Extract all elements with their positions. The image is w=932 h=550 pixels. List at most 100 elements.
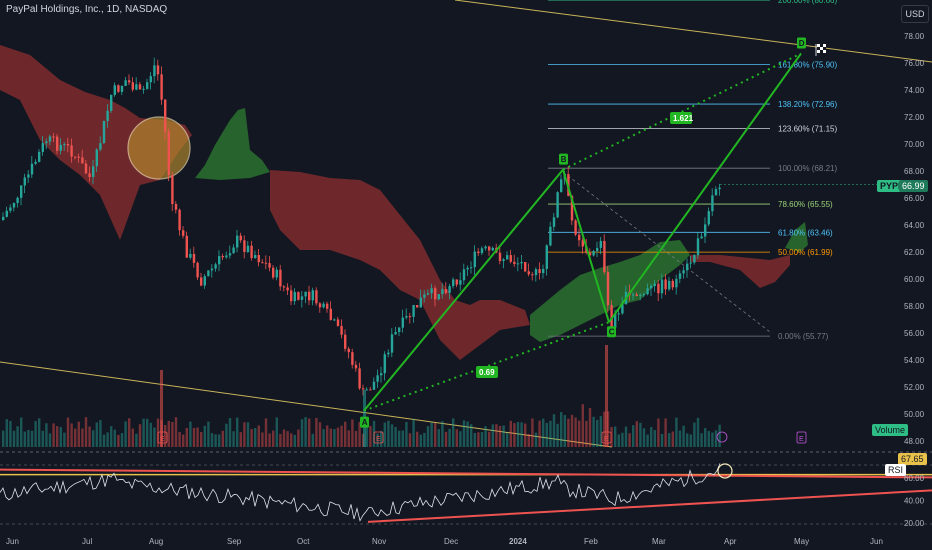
candle <box>369 389 372 391</box>
candle <box>74 156 77 158</box>
volume-bar <box>34 421 37 447</box>
volume-bar <box>9 420 12 447</box>
volume-bar <box>2 430 5 447</box>
volume-bar <box>128 418 131 447</box>
fib-label-2: 138.20% (72.96) <box>778 100 837 109</box>
volume-bar <box>484 426 487 447</box>
volume-bar <box>578 420 581 447</box>
pattern-point-B <box>559 153 568 165</box>
volume-bar <box>95 422 98 447</box>
price-tick-12: 54.00 <box>904 356 925 365</box>
volume-bar <box>585 420 588 447</box>
volume-bar <box>495 424 498 447</box>
volume-bar <box>383 422 386 447</box>
volume-bar <box>650 427 653 447</box>
time-tick-10: Apr <box>724 537 737 546</box>
fib-label-5: 78.60% (65.55) <box>778 200 833 209</box>
candle <box>635 294 638 296</box>
volume-bar <box>77 421 80 447</box>
volume-bar <box>552 414 556 447</box>
candle <box>394 331 397 335</box>
highlight-circle <box>127 116 191 180</box>
candle <box>686 263 689 271</box>
volume-bar <box>549 420 552 447</box>
candle <box>275 269 278 278</box>
candle <box>642 294 646 296</box>
volume-bar <box>711 432 714 447</box>
candle <box>675 278 678 288</box>
volume-bar <box>56 426 59 447</box>
candle <box>311 290 314 301</box>
volume-bar <box>124 421 127 447</box>
fib-label-3: 123.60% (71.15) <box>778 124 837 133</box>
volume-bar <box>477 432 480 447</box>
volume-bar <box>491 424 494 447</box>
candle <box>592 251 595 256</box>
candle <box>200 277 203 286</box>
volume-bar <box>534 432 538 447</box>
candle <box>452 279 455 287</box>
candle <box>599 240 602 248</box>
candle <box>718 187 721 190</box>
candle <box>142 88 145 90</box>
flag-cell <box>820 44 823 47</box>
candle <box>124 80 127 86</box>
pattern-point-A <box>360 416 369 428</box>
candle <box>383 354 386 374</box>
last-price-tag: 66.99 <box>899 180 928 192</box>
candle <box>95 149 98 167</box>
volume-bar <box>509 420 512 447</box>
candle <box>52 136 55 138</box>
candle <box>596 247 599 252</box>
volume-bar <box>376 433 379 447</box>
rsi-support-line <box>367 489 932 523</box>
candle <box>290 290 293 302</box>
volume-bar <box>520 422 523 447</box>
volume-bar <box>423 432 426 447</box>
volume-bar <box>221 430 224 447</box>
candle <box>336 319 340 326</box>
candle <box>333 319 336 321</box>
volume-bar <box>657 418 660 447</box>
candle <box>549 226 552 246</box>
candle <box>448 286 451 293</box>
flag-cell <box>820 47 823 50</box>
volume-bar <box>239 432 242 447</box>
volume-bar <box>293 434 296 447</box>
volume-bar <box>412 419 415 447</box>
earnings-marker-icon <box>796 431 807 444</box>
fib-label-7: 50.00% (61.99) <box>778 248 833 257</box>
candle <box>365 389 368 391</box>
volume-bar <box>261 432 264 447</box>
volume-bar <box>434 423 437 447</box>
volume-bar <box>333 429 336 447</box>
candle <box>714 189 718 196</box>
volume-bar <box>329 428 332 447</box>
candle <box>534 269 538 276</box>
volume-bar <box>567 418 570 447</box>
time-tick-12: Jun <box>870 537 883 546</box>
volume-bar <box>531 418 534 447</box>
volume-bar <box>178 431 181 447</box>
fib-label-0: 200.00% (80.66) <box>778 0 837 5</box>
volume-bar <box>419 434 422 447</box>
volume-bar <box>88 426 91 447</box>
candle <box>696 238 700 256</box>
candle <box>693 255 696 263</box>
volume-bar <box>610 426 613 447</box>
candle <box>606 272 610 306</box>
cloud-bearish-2 <box>270 170 530 360</box>
candle <box>462 269 466 281</box>
candle <box>488 246 491 251</box>
candle <box>538 269 541 274</box>
currency-button[interactable]: USD <box>901 5 929 23</box>
earnings-marker-icon <box>601 431 612 444</box>
candle <box>9 207 12 211</box>
volume-bar <box>135 433 138 447</box>
candle <box>527 271 530 275</box>
chart-title: PayPal Holdings, Inc., 1D, NASDAQ <box>6 4 168 15</box>
candle <box>2 216 5 220</box>
volume-spike <box>605 345 608 447</box>
